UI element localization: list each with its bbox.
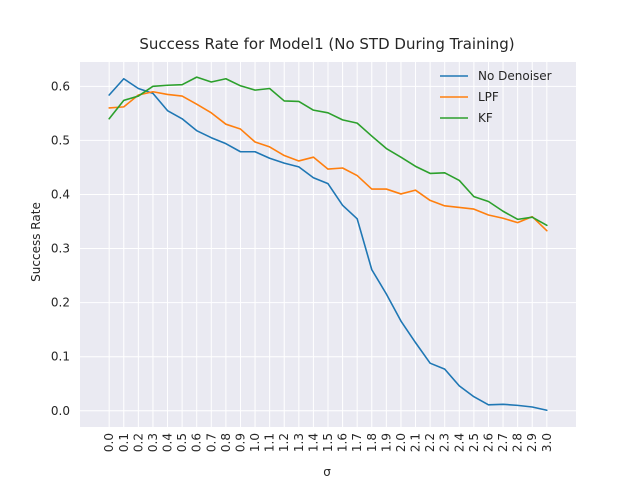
x-tick-label: 0.2 <box>131 433 145 452</box>
series-line-lpf <box>108 90 548 232</box>
x-tick-label: 1.9 <box>379 433 393 452</box>
x-tick-label: 2.2 <box>423 433 437 452</box>
x-tick-label: 0.9 <box>233 433 247 452</box>
grid <box>80 62 576 427</box>
x-tick-label: 0.4 <box>161 433 175 452</box>
x-tick-label: 2.7 <box>496 433 510 452</box>
series-line-no-denoiser <box>108 77 548 412</box>
y-tick-label: 0.4 <box>51 187 70 201</box>
y-tick-labels: 0.0 0.1 0.2 0.3 0.4 0.5 0.6 <box>51 79 70 417</box>
x-tick-label: 0.6 <box>190 433 204 452</box>
x-tick-label: 2.4 <box>452 433 466 452</box>
x-tick-label: 1.2 <box>277 433 291 452</box>
y-axis-label: Success Rate <box>29 202 43 282</box>
x-tick-label: 1.6 <box>336 433 350 452</box>
legend: No Denoiser LPF KF <box>440 69 552 125</box>
x-tick-label: 2.8 <box>511 433 525 452</box>
x-tick-label: 2.5 <box>467 433 481 452</box>
x-tick-labels: 0.0 0.1 0.2 0.3 0.4 0.5 0.6 0.7 0.8 0.9 1.0 1.1 1.2 1… <box>102 433 554 452</box>
legend-label-no-denoiser: No Denoiser <box>478 69 552 83</box>
x-tick-label: 0.5 <box>175 433 189 452</box>
x-tick-label: 1.8 <box>365 433 379 452</box>
x-tick-label: 1.3 <box>292 433 306 452</box>
x-tick-label: 3.0 <box>540 433 554 452</box>
x-axis-label: σ <box>323 465 331 479</box>
y-tick-label: 0.0 <box>51 404 70 418</box>
y-tick-label: 0.5 <box>51 133 70 147</box>
series-lines <box>108 76 548 412</box>
y-tick-label: 0.2 <box>51 296 70 310</box>
x-tick-label: 1.5 <box>321 433 335 452</box>
x-tick-label: 0.3 <box>146 433 160 452</box>
x-tick-label: 2.0 <box>394 433 408 452</box>
y-tick-label: 0.1 <box>51 350 70 364</box>
legend-label-lpf: LPF <box>478 90 499 104</box>
x-tick-label: 1.0 <box>248 433 262 452</box>
x-tick-label: 2.9 <box>525 433 539 452</box>
x-tick-label: 1.1 <box>263 433 277 452</box>
x-tick-label: 0.1 <box>117 433 131 452</box>
x-tick-label: 0.0 <box>102 433 116 452</box>
x-tick-label: 1.4 <box>306 433 320 452</box>
legend-label-kf: KF <box>478 111 493 125</box>
x-tick-label: 1.7 <box>350 433 364 452</box>
x-tick-label: 0.8 <box>219 433 233 452</box>
y-tick-label: 0.3 <box>51 242 70 256</box>
chart-title: Success Rate for Model1 (No STD During T… <box>139 35 514 53</box>
series-line-kf <box>108 76 548 227</box>
x-tick-label: 2.1 <box>409 433 423 452</box>
x-tick-label: 0.7 <box>204 433 218 452</box>
x-tick-label: 2.6 <box>481 433 495 452</box>
y-tick-label: 0.6 <box>51 79 70 93</box>
x-tick-label: 2.3 <box>438 433 452 452</box>
